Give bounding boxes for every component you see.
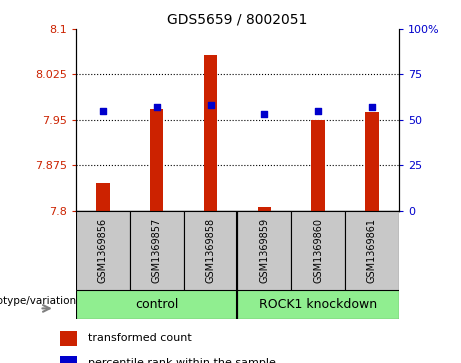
Point [260,111,268,117]
Bar [183,211,237,290]
Text: transformed count: transformed count [88,333,191,343]
Bar [365,112,378,211]
Text: GSM1369857: GSM1369857 [152,218,162,283]
Point [99,108,106,114]
Point [314,108,322,114]
Bar [60,331,77,346]
Bar [60,356,77,363]
Bar [237,211,291,290]
Bar [96,183,110,211]
Text: percentile rank within the sample: percentile rank within the sample [88,358,276,363]
Bar [291,211,345,290]
Point [368,104,376,110]
Text: GSM1369858: GSM1369858 [206,218,216,283]
Bar [150,109,164,211]
Bar [130,211,183,290]
Bar [204,55,217,211]
Text: GSM1369859: GSM1369859 [259,218,269,283]
Bar [237,290,399,319]
Point [153,104,160,110]
Bar [258,207,271,211]
Text: GSM1369860: GSM1369860 [313,218,323,283]
Text: GSM1369856: GSM1369856 [98,218,108,283]
Text: ROCK1 knockdown: ROCK1 knockdown [259,298,377,311]
Title: GDS5659 / 8002051: GDS5659 / 8002051 [167,12,307,26]
Text: GSM1369861: GSM1369861 [367,218,377,283]
Bar [76,211,130,290]
Bar [76,290,237,319]
Bar [345,211,399,290]
Text: control: control [135,298,178,311]
Bar [311,120,325,211]
Text: genotype/variation: genotype/variation [0,295,76,306]
Point [207,102,214,108]
